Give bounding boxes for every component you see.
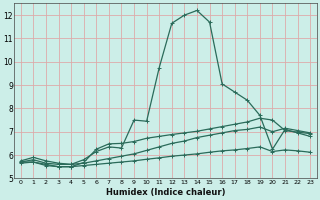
X-axis label: Humidex (Indice chaleur): Humidex (Indice chaleur)	[106, 188, 225, 197]
